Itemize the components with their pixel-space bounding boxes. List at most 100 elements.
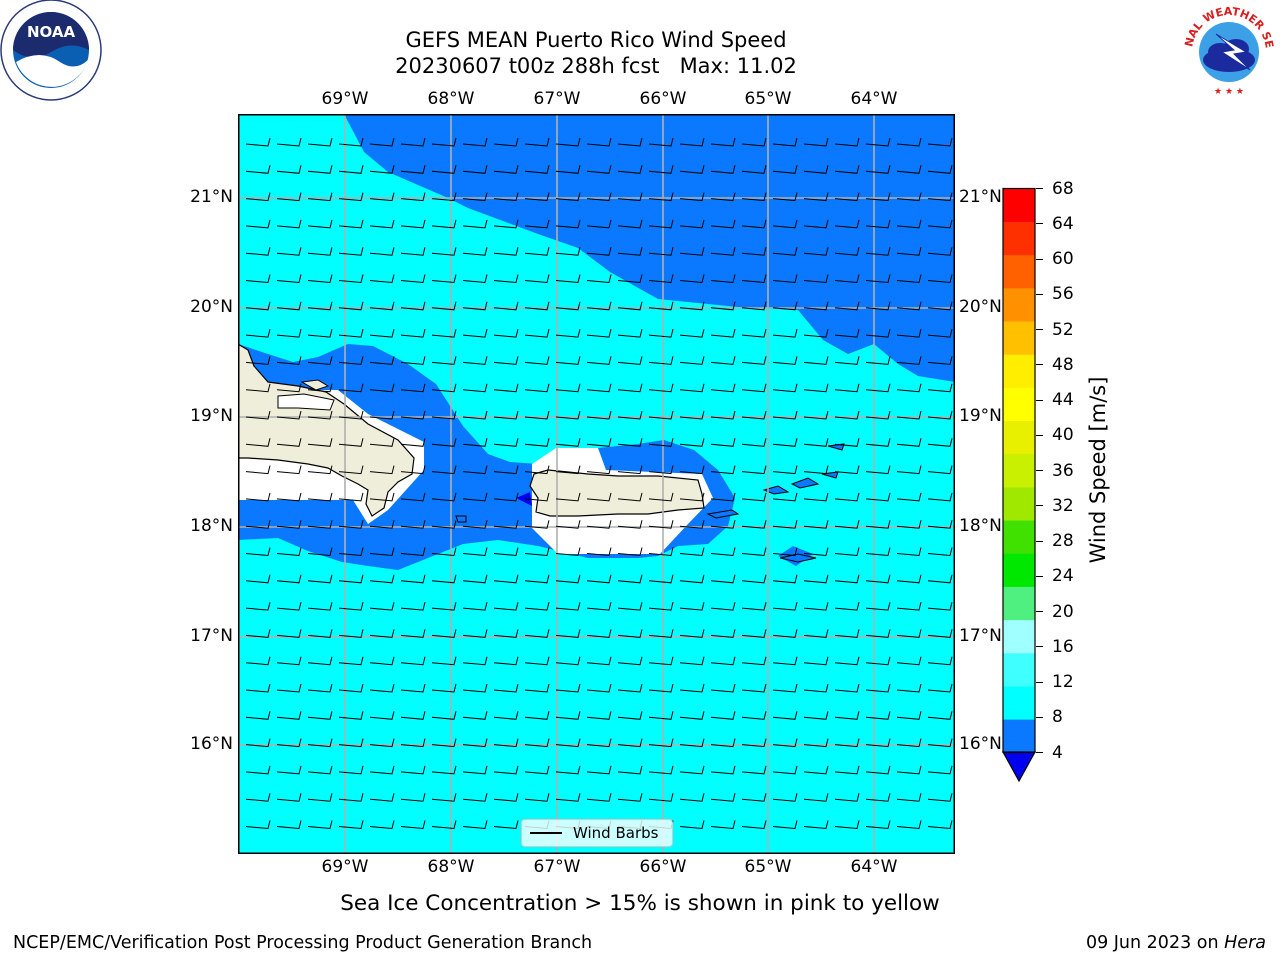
wind-barb <box>524 301 550 311</box>
wind-barb <box>772 574 798 584</box>
wind-barb <box>245 274 271 284</box>
wind-barb <box>803 219 829 229</box>
wind-barb <box>803 247 829 256</box>
wind-barb <box>431 656 457 666</box>
wind-barb <box>648 711 674 720</box>
wind-barb <box>400 247 426 256</box>
wind-barb <box>369 520 395 529</box>
wind-barb <box>772 738 798 748</box>
wind-barb <box>586 137 612 147</box>
colorbar-tick-label: 60 <box>1052 249 1074 269</box>
wind-barb <box>772 383 798 393</box>
wind-barb <box>369 301 395 311</box>
wind-barb <box>648 301 674 311</box>
wind-barb <box>307 301 333 311</box>
wind-barb <box>400 683 426 693</box>
wind-barb <box>772 629 798 638</box>
wind-barb <box>524 793 550 802</box>
wind-barb <box>648 219 674 229</box>
wind-barb <box>400 492 426 502</box>
wind-barb <box>245 410 271 420</box>
wind-barb <box>741 711 767 720</box>
lon-tick-top: 65°W <box>744 89 792 109</box>
wind-barb <box>462 738 488 748</box>
colorbar-tick-mark <box>1036 470 1043 472</box>
wind-barb <box>803 328 829 338</box>
wind-barb <box>400 547 426 557</box>
land-anegada <box>827 443 845 451</box>
wind-barb <box>555 683 581 693</box>
wind-barb <box>772 465 798 475</box>
wind-barb <box>462 492 488 502</box>
wind-barb <box>493 683 519 693</box>
wind-barb <box>586 301 612 311</box>
wind-barb <box>648 793 674 802</box>
colorbar-tick-label: 44 <box>1052 390 1074 410</box>
wind-barb <box>772 274 798 284</box>
wind-barb <box>369 274 395 284</box>
wind-barb <box>245 738 271 748</box>
wind-barb <box>896 438 922 447</box>
wind-barb <box>369 247 395 256</box>
wind-barb <box>431 711 457 720</box>
wind-barb <box>927 601 953 611</box>
wind-barb <box>307 793 333 802</box>
wind-barb <box>493 247 519 256</box>
wind-barb <box>617 137 643 147</box>
wind-barb <box>555 492 581 502</box>
wind-barb <box>617 328 643 338</box>
land-hispaniola-inlet <box>277 393 335 411</box>
wind-barb <box>741 793 767 802</box>
wind-barb <box>865 247 891 256</box>
wind-barb <box>927 492 953 502</box>
wind-barb <box>245 820 271 830</box>
wind-barb <box>586 219 612 229</box>
wind-barb <box>834 219 860 229</box>
wind-barb <box>245 683 271 693</box>
wind-barb <box>617 274 643 284</box>
wind-barb <box>834 438 860 447</box>
wind-barb <box>307 137 333 147</box>
wind-barb <box>307 520 333 529</box>
wind-barb <box>741 465 767 475</box>
wind-barb <box>927 738 953 748</box>
wind-barb <box>679 247 705 256</box>
colorbar-tick-label: 24 <box>1052 566 1074 587</box>
wind-barb <box>834 520 860 529</box>
wind-barb <box>493 410 519 420</box>
wind-barb <box>648 356 674 365</box>
wind-barb <box>431 820 457 830</box>
wind-barb <box>276 793 302 802</box>
wind-barb <box>400 137 426 147</box>
noaa-logo-text: NOAA <box>27 23 76 41</box>
wind-barb <box>493 137 519 147</box>
wind-barb <box>400 165 426 174</box>
wind-barb <box>865 438 891 447</box>
wind-barb <box>462 656 488 666</box>
wind-barb <box>896 247 922 256</box>
wind-barb <box>586 656 612 666</box>
wind-barb <box>927 711 953 720</box>
wind-barb <box>369 574 395 584</box>
wind-barb <box>617 601 643 611</box>
wind-barb <box>927 547 953 557</box>
wind-barb <box>369 601 395 611</box>
wind-barb <box>803 274 829 284</box>
wind-barb <box>865 683 891 693</box>
wind-barb <box>555 547 581 557</box>
wind-barb <box>555 328 581 338</box>
wind-barb <box>369 492 395 502</box>
lat-tick-right: 20°N <box>959 297 1002 317</box>
colorbar-tick-label: 48 <box>1052 354 1074 375</box>
wind-barb <box>741 301 767 311</box>
wind-barb <box>462 274 488 284</box>
wind-barb <box>400 383 426 393</box>
wind-barb <box>772 301 798 311</box>
wind-barb <box>524 383 550 393</box>
colorbar-tick-mark <box>1036 399 1043 401</box>
wind-barb <box>586 383 612 393</box>
colorbar-segment <box>1003 553 1035 587</box>
wind-barb <box>865 738 891 748</box>
colorbar-tick-label: 40 <box>1052 425 1074 446</box>
wind-barb <box>834 356 860 365</box>
